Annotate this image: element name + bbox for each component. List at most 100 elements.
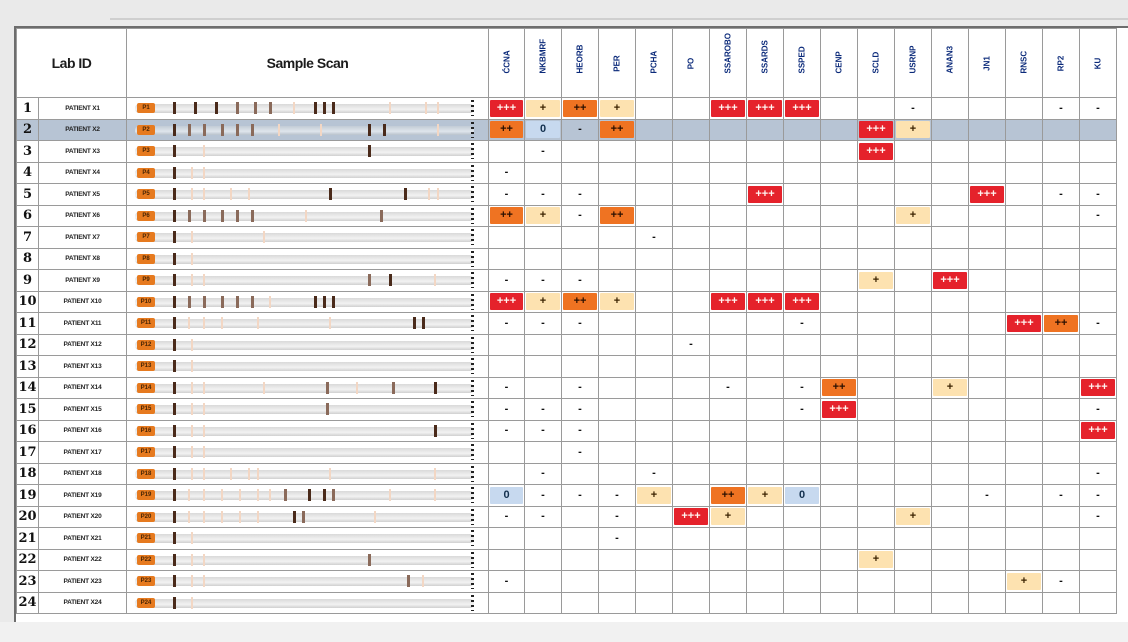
result-cell[interactable] [1042,140,1080,163]
result-cell[interactable]: ++ [561,290,599,313]
result-cell[interactable] [968,441,1006,464]
result-cell[interactable] [598,226,636,249]
result-cell[interactable] [1005,161,1043,184]
result-cell[interactable] [746,376,784,399]
result-cell[interactable] [672,290,710,313]
table-row[interactable]: 8 PATIENT X8 P8 [16,247,1117,270]
result-cell[interactable] [672,484,710,507]
result-cell[interactable] [1079,548,1117,571]
result-cell[interactable] [968,290,1006,313]
result-cell[interactable] [524,161,562,184]
result-cell[interactable] [598,355,636,378]
result-cell[interactable]: - [672,333,710,356]
result-cell[interactable]: - [561,419,599,442]
result-cell[interactable] [672,161,710,184]
result-cell[interactable] [968,333,1006,356]
sample-scan-cell[interactable]: P17 [126,441,489,464]
result-cell[interactable] [598,333,636,356]
result-cell[interactable] [488,591,525,614]
sample-scan-cell[interactable]: P10 [126,290,489,313]
result-cell[interactable] [931,226,969,249]
result-cell[interactable] [746,355,784,378]
result-cell[interactable] [672,527,710,550]
result-cell[interactable] [561,247,599,270]
result-cell[interactable] [635,591,673,614]
result-cell[interactable] [1079,118,1117,141]
result-cell[interactable] [820,161,858,184]
result-cell[interactable] [709,591,747,614]
result-cell[interactable]: - [1079,204,1117,227]
result-cell[interactable] [1079,247,1117,270]
result-cell[interactable] [635,161,673,184]
result-cell[interactable] [857,333,895,356]
result-cell[interactable] [968,376,1006,399]
result-cell[interactable] [635,312,673,335]
result-cell[interactable] [598,312,636,335]
sample-scan-cell[interactable]: P24 [126,591,489,614]
result-cell[interactable] [561,140,599,163]
result-cell[interactable] [1005,204,1043,227]
result-cell[interactable] [931,204,969,227]
result-cell[interactable]: +++ [968,183,1006,206]
result-cell[interactable] [931,312,969,335]
result-cell[interactable] [820,570,858,593]
result-cell[interactable]: + [524,97,562,120]
result-cell[interactable]: - [524,484,562,507]
result-cell[interactable]: + [931,376,969,399]
result-cell[interactable]: +++ [488,290,525,313]
result-cell[interactable] [488,140,525,163]
result-cell[interactable] [894,527,932,550]
result-cell[interactable]: - [968,484,1006,507]
result-cell[interactable] [746,247,784,270]
result-cell[interactable] [488,247,525,270]
result-cell[interactable]: - [488,505,525,528]
result-cell[interactable] [783,118,821,141]
result-cell[interactable] [1005,140,1043,163]
result-cell[interactable] [783,204,821,227]
sample-scan-cell[interactable]: P15 [126,398,489,421]
result-cell[interactable] [635,247,673,270]
result-cell[interactable] [1042,204,1080,227]
sample-scan-cell[interactable]: P11 [126,312,489,335]
result-cell[interactable] [894,247,932,270]
result-cell[interactable]: - [561,118,599,141]
result-cell[interactable]: - [524,398,562,421]
result-cell[interactable] [968,591,1006,614]
result-cell[interactable] [1042,290,1080,313]
result-cell[interactable]: - [1042,484,1080,507]
result-cell[interactable] [1005,505,1043,528]
result-cell[interactable] [746,398,784,421]
result-cell[interactable] [820,226,858,249]
result-cell[interactable]: ++ [820,376,858,399]
result-cell[interactable] [672,591,710,614]
result-cell[interactable]: 0 [783,484,821,507]
result-cell[interactable] [857,398,895,421]
result-cell[interactable] [820,140,858,163]
result-cell[interactable]: +++ [857,118,895,141]
result-cell[interactable] [968,269,1006,292]
result-cell[interactable] [968,97,1006,120]
result-cell[interactable] [561,226,599,249]
result-cell[interactable]: - [524,462,562,485]
result-cell[interactable] [1042,226,1080,249]
result-cell[interactable] [968,419,1006,442]
result-cell[interactable]: +++ [931,269,969,292]
result-cell[interactable] [931,161,969,184]
result-cell[interactable] [709,247,747,270]
result-cell[interactable] [820,183,858,206]
result-cell[interactable]: + [857,269,895,292]
result-cell[interactable] [820,505,858,528]
result-cell[interactable] [1005,398,1043,421]
result-cell[interactable] [524,591,562,614]
result-cell[interactable]: - [783,376,821,399]
result-cell[interactable] [672,183,710,206]
result-cell[interactable] [598,161,636,184]
result-cell[interactable] [709,441,747,464]
result-cell[interactable] [488,226,525,249]
result-cell[interactable] [598,462,636,485]
result-cell[interactable] [857,441,895,464]
result-cell[interactable] [1042,355,1080,378]
result-cell[interactable]: + [746,484,784,507]
result-cell[interactable]: +++ [709,290,747,313]
result-cell[interactable] [1005,247,1043,270]
